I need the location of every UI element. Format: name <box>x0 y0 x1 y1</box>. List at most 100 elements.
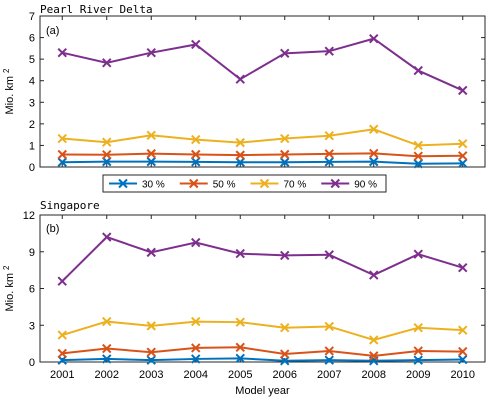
marker-stroke <box>102 354 112 364</box>
marker-stroke <box>324 250 334 260</box>
data-point <box>102 343 112 354</box>
data-point <box>413 346 423 356</box>
marker-stroke <box>369 351 379 361</box>
y-tick-label: 7 <box>29 11 35 23</box>
data-point <box>146 247 156 258</box>
marker-stroke <box>235 248 245 259</box>
marker-stroke <box>324 355 334 365</box>
x-tick-label: 2001 <box>50 369 74 381</box>
data-point <box>191 134 201 145</box>
marker-stroke <box>413 355 423 365</box>
marker-stroke <box>191 134 201 145</box>
data-point <box>102 156 112 167</box>
marker-stroke <box>324 321 334 332</box>
marker-stroke <box>369 124 379 134</box>
data-point <box>369 33 379 44</box>
x-tick-label: 2008 <box>362 369 386 381</box>
marker-stroke <box>235 157 245 167</box>
legend-marker <box>259 178 270 189</box>
data-point <box>235 74 245 84</box>
marker-stroke <box>102 58 112 68</box>
x-tick-label: 2010 <box>451 369 475 381</box>
data-point <box>191 237 201 248</box>
marker-stroke <box>191 343 201 353</box>
marker-stroke <box>458 85 468 96</box>
series-line-3 <box>62 37 464 92</box>
marker-stroke <box>57 157 67 167</box>
marker-stroke <box>413 159 423 169</box>
data-point <box>458 151 468 161</box>
marker-stroke <box>458 346 468 357</box>
marker-stroke <box>146 321 156 331</box>
data-point <box>280 149 290 160</box>
series-line-3 <box>61 235 464 282</box>
data-point <box>280 133 290 144</box>
marker-stroke <box>146 347 156 357</box>
series-line-1 <box>62 152 463 158</box>
data-point <box>191 39 201 50</box>
y-tick-label: 6 <box>29 33 35 45</box>
panel-label: (a) <box>46 25 59 37</box>
data-point <box>413 159 423 169</box>
data-point <box>102 354 112 364</box>
marker-stroke <box>413 346 423 356</box>
data-point <box>413 140 423 151</box>
data-point <box>57 330 67 340</box>
y-axis-label: Mio. km 2 <box>2 265 16 312</box>
marker-stroke <box>146 247 156 258</box>
data-point <box>458 325 468 335</box>
marker-stroke <box>458 158 468 169</box>
data-point <box>57 348 67 359</box>
marker-stroke <box>57 133 67 144</box>
marker-stroke <box>235 353 245 364</box>
marker-stroke <box>102 232 112 242</box>
marker-stroke <box>280 48 290 59</box>
data-point <box>235 248 245 259</box>
data-point <box>235 342 245 353</box>
x-tick-label: 2004 <box>184 369 208 381</box>
y-tick-label: 9 <box>29 247 35 259</box>
data-point <box>102 137 112 147</box>
x-tick-label: 2002 <box>95 369 119 381</box>
data-point <box>458 262 468 273</box>
data-point <box>280 322 290 333</box>
panel-label: (b) <box>46 223 59 235</box>
marker-stroke <box>191 149 201 160</box>
chart-panel-1: Singapore 0 3 6 9 12 2001 2002 2003 2004 2005 2006 2… <box>2 199 486 397</box>
marker-stroke <box>369 270 379 280</box>
data-point <box>324 346 334 356</box>
marker-stroke <box>458 354 468 365</box>
data-point <box>458 346 468 357</box>
marker-stroke <box>191 354 201 364</box>
data-point <box>369 124 379 134</box>
marker-stroke <box>324 346 334 356</box>
data-point <box>413 249 423 259</box>
data-point <box>102 316 112 327</box>
series-line-2 <box>61 320 463 341</box>
data-point <box>369 351 379 361</box>
marker-stroke <box>280 322 290 333</box>
legend-label: 90 % <box>354 180 377 191</box>
marker-stroke <box>324 131 334 141</box>
data-point <box>280 157 290 167</box>
data-point <box>458 138 468 149</box>
data-point <box>191 354 201 364</box>
marker-stroke <box>369 148 379 159</box>
marker-stroke <box>324 157 334 167</box>
chart-title: Singapore <box>40 199 100 212</box>
data-point <box>235 137 245 148</box>
marker-stroke <box>102 137 112 147</box>
data-point <box>191 343 201 353</box>
chart-title: Pearl River Delta <box>40 3 153 16</box>
data-point <box>57 157 67 167</box>
marker-stroke <box>57 149 67 160</box>
data-point <box>235 150 245 160</box>
data-point <box>102 149 112 160</box>
legend-marker <box>118 178 128 189</box>
data-point <box>458 85 468 96</box>
marker-stroke <box>191 39 201 50</box>
data-point <box>324 157 334 167</box>
legend: 30 % 50 % 70 % 90 % <box>102 174 387 193</box>
series-line-0 <box>62 160 463 165</box>
